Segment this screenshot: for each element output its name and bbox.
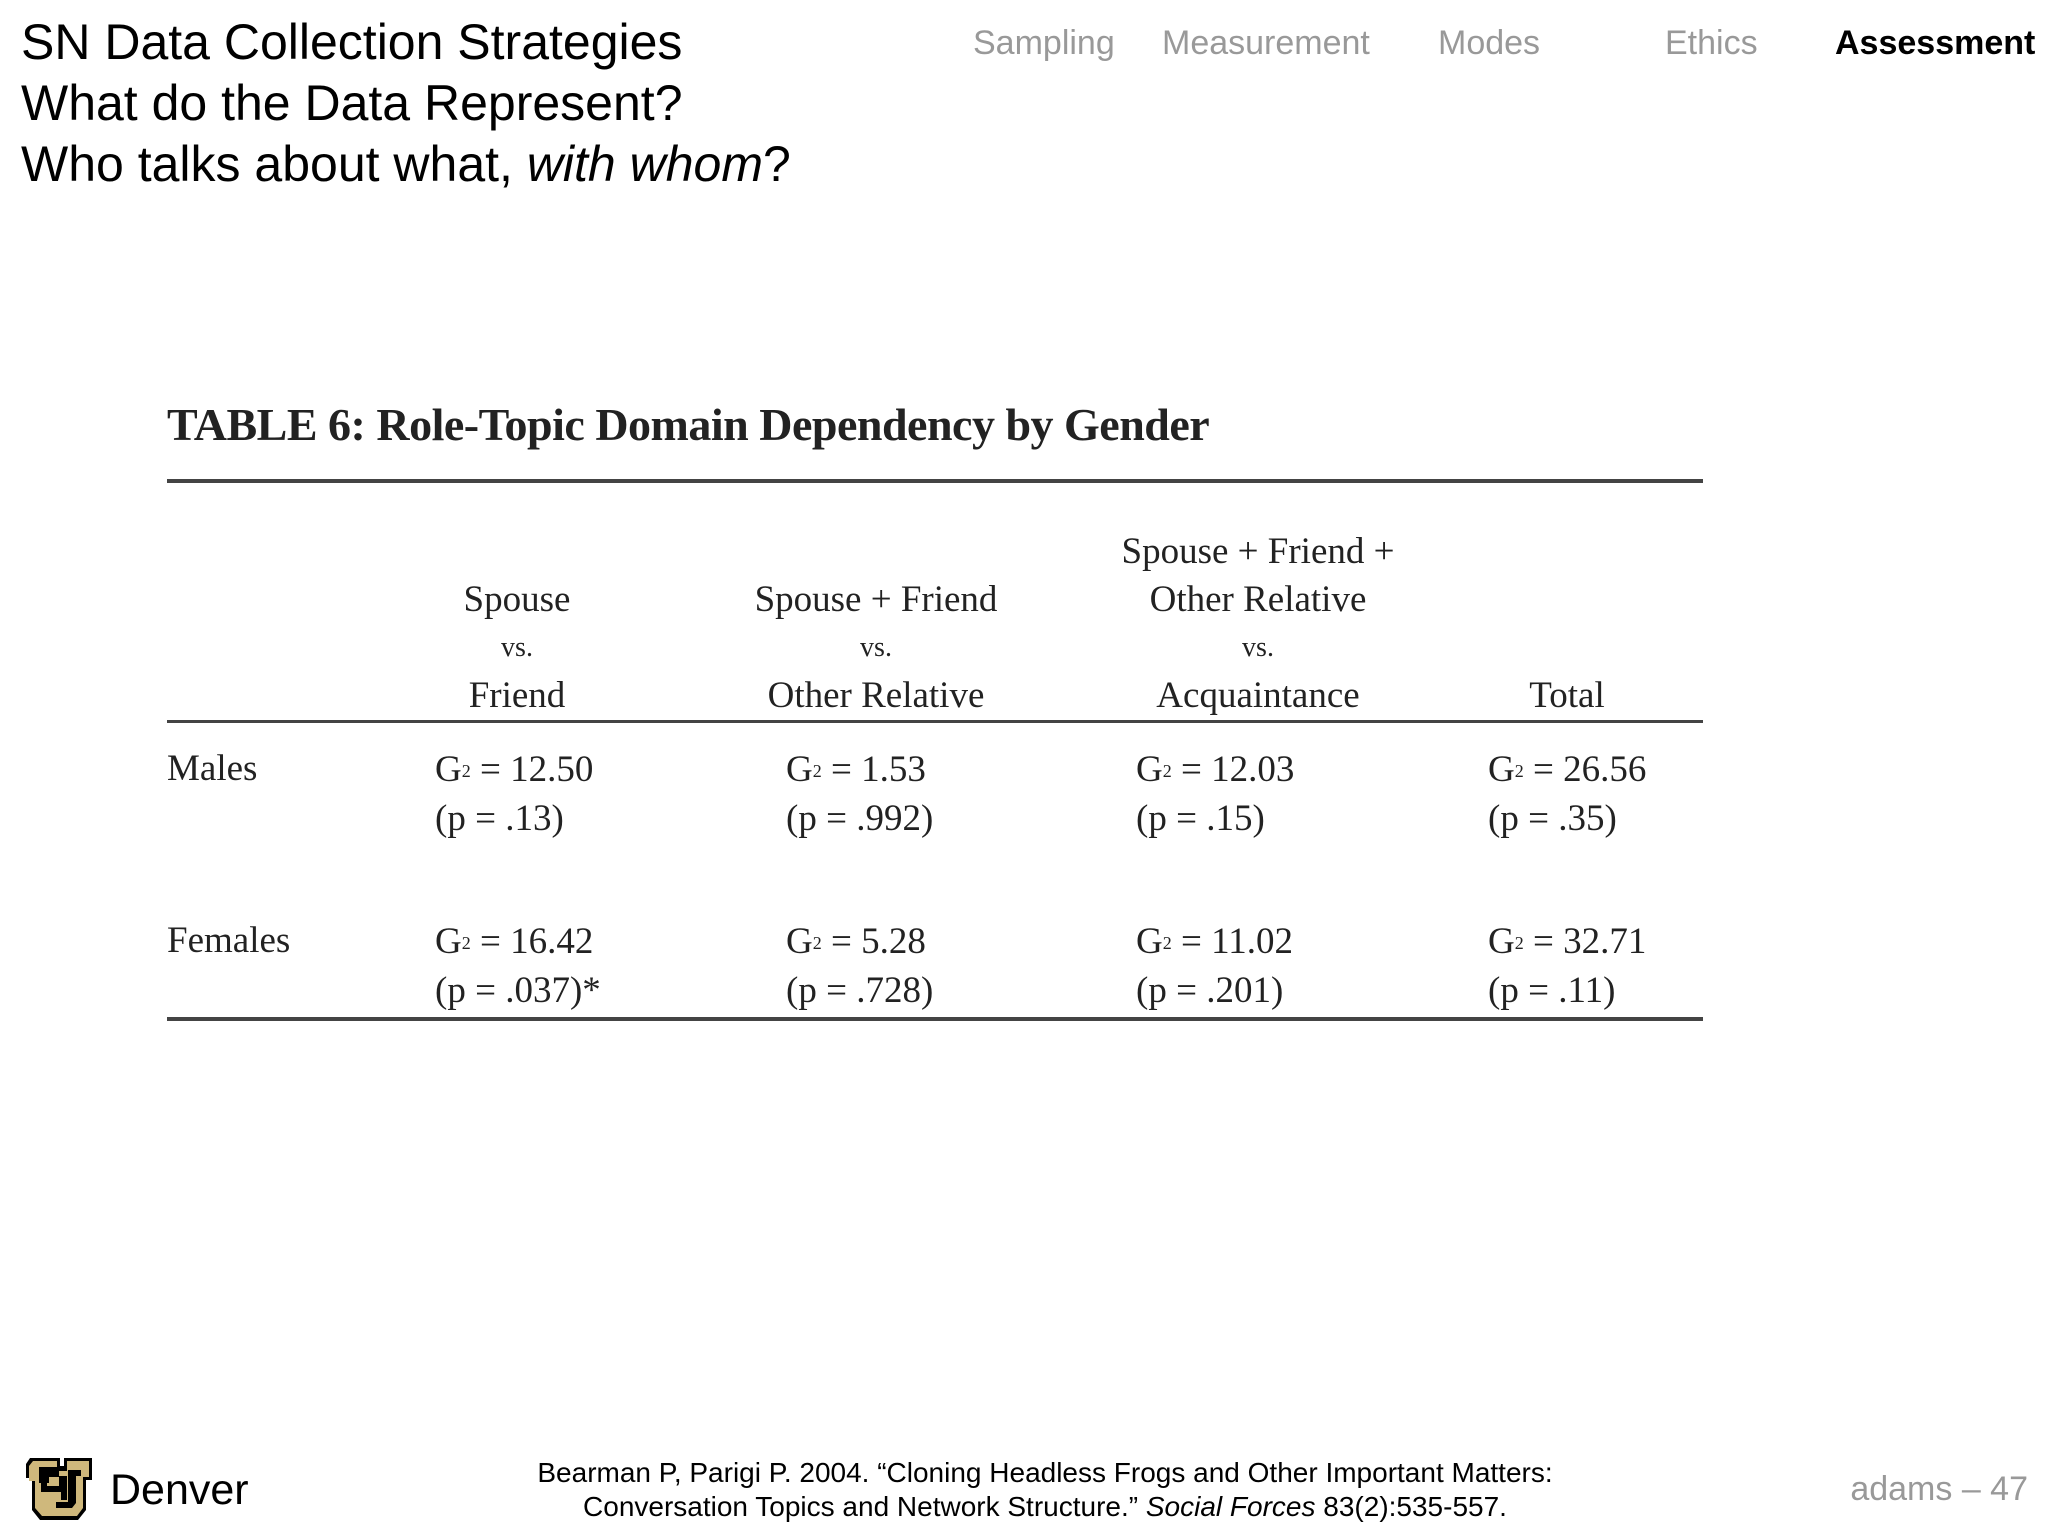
- brand-name: Denver: [110, 1466, 249, 1514]
- citation-volume: 83(2):535-557.: [1315, 1491, 1507, 1522]
- column-header-line: vs.: [860, 632, 892, 663]
- stat-exponent: 2: [1514, 761, 1524, 781]
- nav-sampling[interactable]: Sampling: [973, 24, 1115, 62]
- stat-exponent: 2: [1514, 933, 1524, 953]
- table-cell: G2 = 12.50 (p = .13): [435, 745, 593, 843]
- column-header-line: Total: [1529, 675, 1605, 716]
- g-value: = 16.42: [470, 921, 594, 962]
- table-title: TABLE 6: Role-Topic Domain Dependency by…: [167, 399, 1210, 450]
- column-header-line: Acquaintance: [1156, 675, 1360, 716]
- table-bottom-rule: [167, 1017, 1703, 1021]
- row-label: Females: [167, 920, 291, 961]
- stat-symbol: G: [786, 749, 813, 790]
- table-cell: G2 = 5.28 (p = .728): [786, 917, 933, 1015]
- g-value: = 12.03: [1171, 749, 1295, 790]
- column-header-line: Spouse + Friend: [754, 579, 998, 620]
- table-cell: G2 = 26.56 (p = .35): [1488, 745, 1646, 843]
- table-cell: G2 = 32.71 (p = .11): [1488, 917, 1646, 1015]
- p-value: (p = .13): [435, 798, 564, 839]
- title-line-1: SN Data Collection Strategies: [21, 14, 683, 70]
- citation: Bearman P, Parigi P. 2004. “Cloning Head…: [537, 1456, 1552, 1524]
- citation-line-2: Conversation Topics and Network Structur…: [537, 1490, 1552, 1524]
- stat-symbol: G: [786, 921, 813, 962]
- g-value: = 1.53: [821, 749, 926, 790]
- g-value: = 5.28: [821, 921, 926, 962]
- citation-line-1: Bearman P, Parigi P. 2004. “Cloning Head…: [537, 1457, 1553, 1488]
- table-cell: G2 = 11.02 (p = .201): [1136, 917, 1293, 1015]
- stat-exponent: 2: [812, 933, 822, 953]
- title-line-3: Who talks about what, with whom?: [21, 134, 791, 195]
- g-statistic: G2 = 12.50: [435, 745, 593, 794]
- g-statistic: G2 = 26.56: [1488, 745, 1646, 794]
- nav-assessment[interactable]: Assessment: [1835, 24, 2036, 62]
- g-value: = 32.71: [1523, 921, 1647, 962]
- stat-exponent: 2: [461, 933, 471, 953]
- g-statistic: G2 = 16.42: [435, 917, 601, 966]
- stat-symbol: G: [435, 921, 462, 962]
- title-line-3-text: Who talks about what,: [21, 136, 527, 192]
- stat-exponent: 2: [1162, 933, 1172, 953]
- title-line-3-italic: with whom: [526, 136, 763, 192]
- column-header-line: Other Relative: [1149, 579, 1367, 620]
- column-header-line: Spouse: [463, 579, 571, 620]
- cu-logo-icon: [26, 1458, 92, 1520]
- stat-symbol: G: [1136, 921, 1163, 962]
- stat-symbol: G: [435, 749, 462, 790]
- column-header-line: Spouse + Friend +: [1121, 531, 1395, 572]
- column-header-line: Friend: [468, 675, 566, 716]
- stat-symbol: G: [1136, 749, 1163, 790]
- stat-exponent: 2: [812, 761, 822, 781]
- nav-ethics[interactable]: Ethics: [1665, 24, 1758, 62]
- column-header-line: vs.: [1242, 632, 1274, 663]
- nav-measurement[interactable]: Measurement: [1162, 24, 1370, 62]
- p-value: (p = .15): [1136, 798, 1265, 839]
- nav-modes[interactable]: Modes: [1438, 24, 1541, 62]
- g-statistic: G2 = 32.71: [1488, 917, 1646, 966]
- p-value: (p = .728): [786, 970, 934, 1011]
- citation-journal: Social Forces: [1145, 1491, 1316, 1522]
- row-label: Males: [167, 748, 258, 789]
- citation-text: Conversation Topics and Network Structur…: [583, 1491, 1146, 1522]
- title-line-3-end: ?: [763, 136, 791, 192]
- p-value: (p = .11): [1488, 970, 1616, 1011]
- g-value: = 11.02: [1171, 921, 1293, 962]
- g-statistic: G2 = 12.03: [1136, 745, 1294, 794]
- stat-exponent: 2: [461, 761, 471, 781]
- column-header-line: vs.: [501, 632, 533, 663]
- table-top-rule: [167, 479, 1703, 483]
- slide-title: SN Data Collection Strategies What do th…: [21, 12, 791, 195]
- p-value: (p = .201): [1136, 970, 1284, 1011]
- g-value: = 26.56: [1523, 749, 1647, 790]
- table-cell: G2 = 1.53 (p = .992): [786, 745, 933, 843]
- stat-symbol: G: [1488, 921, 1515, 962]
- column-header-line: Other Relative: [767, 675, 985, 716]
- g-statistic: G2 = 1.53: [786, 745, 933, 794]
- title-line-2: What do the Data Represent?: [21, 75, 683, 131]
- stat-symbol: G: [1488, 749, 1515, 790]
- g-statistic: G2 = 5.28: [786, 917, 933, 966]
- stat-exponent: 2: [1162, 761, 1172, 781]
- p-value: (p = .992): [786, 798, 934, 839]
- g-statistic: G2 = 11.02: [1136, 917, 1293, 966]
- table-cell: G2 = 16.42 (p = .037)*: [435, 917, 601, 1015]
- table-header-rule: [167, 720, 1703, 723]
- g-value: = 12.50: [470, 749, 594, 790]
- table-cell: G2 = 12.03 (p = .15): [1136, 745, 1294, 843]
- p-value: (p = .037)*: [435, 970, 601, 1011]
- page-number: adams – 47: [1850, 1470, 2028, 1508]
- p-value: (p = .35): [1488, 798, 1617, 839]
